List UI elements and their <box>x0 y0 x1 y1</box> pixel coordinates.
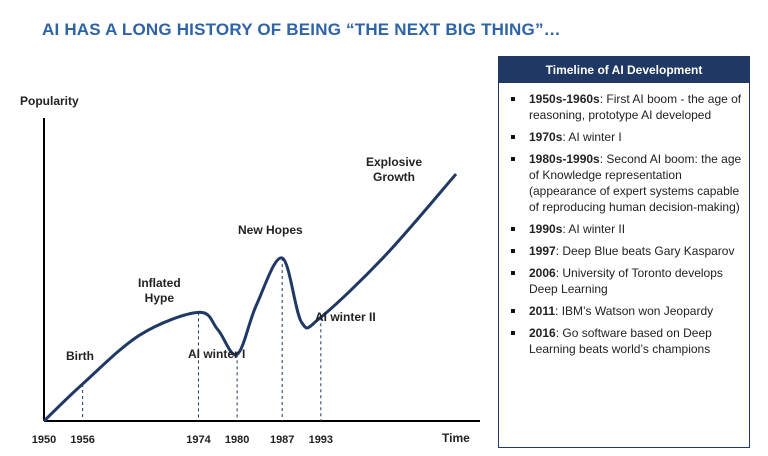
timeline-item-text: : AI winter II <box>562 222 626 236</box>
y-axis-label: Popularity <box>20 94 79 108</box>
timeline-item: 1980s-1990s: Second AI boom: the age of … <box>511 151 743 215</box>
timeline-item: 1970s: AI winter I <box>511 129 743 145</box>
bullet-icon <box>511 97 515 101</box>
annotation-explosive-growth: Explosive Growth <box>366 155 423 184</box>
timeline-item: 1997: Deep Blue beats Gary Kasparov <box>511 243 743 259</box>
x-tick-label: 1987 <box>269 434 295 446</box>
x-tick-label: 1993 <box>308 434 334 446</box>
timeline-list: 1950s-1960s: First AI boom - the age of … <box>499 83 749 357</box>
timeline-item-year: 1970s <box>529 130 563 144</box>
annotation-birth: Birth <box>66 349 94 363</box>
popularity-chart: Popularity Time 1950 1956 1974 1980 1987… <box>20 94 480 446</box>
timeline-item-year: 1990s <box>529 222 563 236</box>
bullet-icon <box>511 135 515 139</box>
timeline-item-year: 2006 <box>529 266 556 280</box>
slide-title: AI HAS A LONG HISTORY OF BEING “THE NEXT… <box>42 20 561 39</box>
timeline-item-text: : IBM’s Watson won Jeopardy <box>555 304 714 318</box>
bullet-icon <box>511 309 515 313</box>
annotation-new-hopes: New Hopes <box>238 223 303 237</box>
x-tick-label: 1980 <box>224 434 250 446</box>
bullet-icon <box>511 227 515 231</box>
annotation-inflated-hype: Inflated Hype <box>138 276 181 305</box>
x-tick-label: 1956 <box>70 434 95 446</box>
timeline-item: 1990s: AI winter II <box>511 221 743 237</box>
timeline-item-text: : Deep Blue beats Gary Kasparov <box>555 244 735 258</box>
timeline-item-text: : AI winter I <box>562 130 622 144</box>
timeline-panel: Timeline of AI Development 1950s-1960s: … <box>498 56 750 448</box>
timeline-item-year: 2016 <box>529 326 556 340</box>
bullet-icon <box>511 249 515 253</box>
chart-svg <box>42 118 480 423</box>
timeline-item-text: : Go software based on Deep Learning bea… <box>529 326 712 356</box>
timeline-item-text: : University of Toronto develops Deep Le… <box>529 266 723 296</box>
timeline-item: 2006: University of Toronto develops Dee… <box>511 265 743 297</box>
timeline-item: 2016: Go software based on Deep Learning… <box>511 325 743 357</box>
bullet-icon <box>511 157 515 161</box>
x-tick-label: 1950 <box>31 434 57 446</box>
timeline-item-year: 1980s-1990s <box>529 152 600 166</box>
timeline-item-year: 1950s-1960s <box>529 92 600 106</box>
annotation-ai-winter-2: AI winter II <box>315 310 376 324</box>
timeline-item-year: 1997 <box>529 244 556 258</box>
bullet-icon <box>511 271 515 275</box>
timeline-item-text: : First AI boom - the age of reasoning, … <box>529 92 742 122</box>
bullet-icon <box>511 331 515 335</box>
timeline-item: 1950s-1960s: First AI boom - the age of … <box>511 91 743 123</box>
x-axis-label: Time <box>442 431 470 445</box>
timeline-item: 2011: IBM’s Watson won Jeopardy <box>511 303 743 319</box>
timeline-header: Timeline of AI Development <box>499 57 749 83</box>
timeline-item-text: : Second AI boom: the age of Knowledge r… <box>529 152 742 214</box>
timeline-item-year: 2011 <box>529 304 556 318</box>
x-tick-label: 1974 <box>186 434 211 446</box>
annotation-ai-winter-1: AI winter I <box>188 347 246 361</box>
popularity-curve <box>42 173 458 423</box>
